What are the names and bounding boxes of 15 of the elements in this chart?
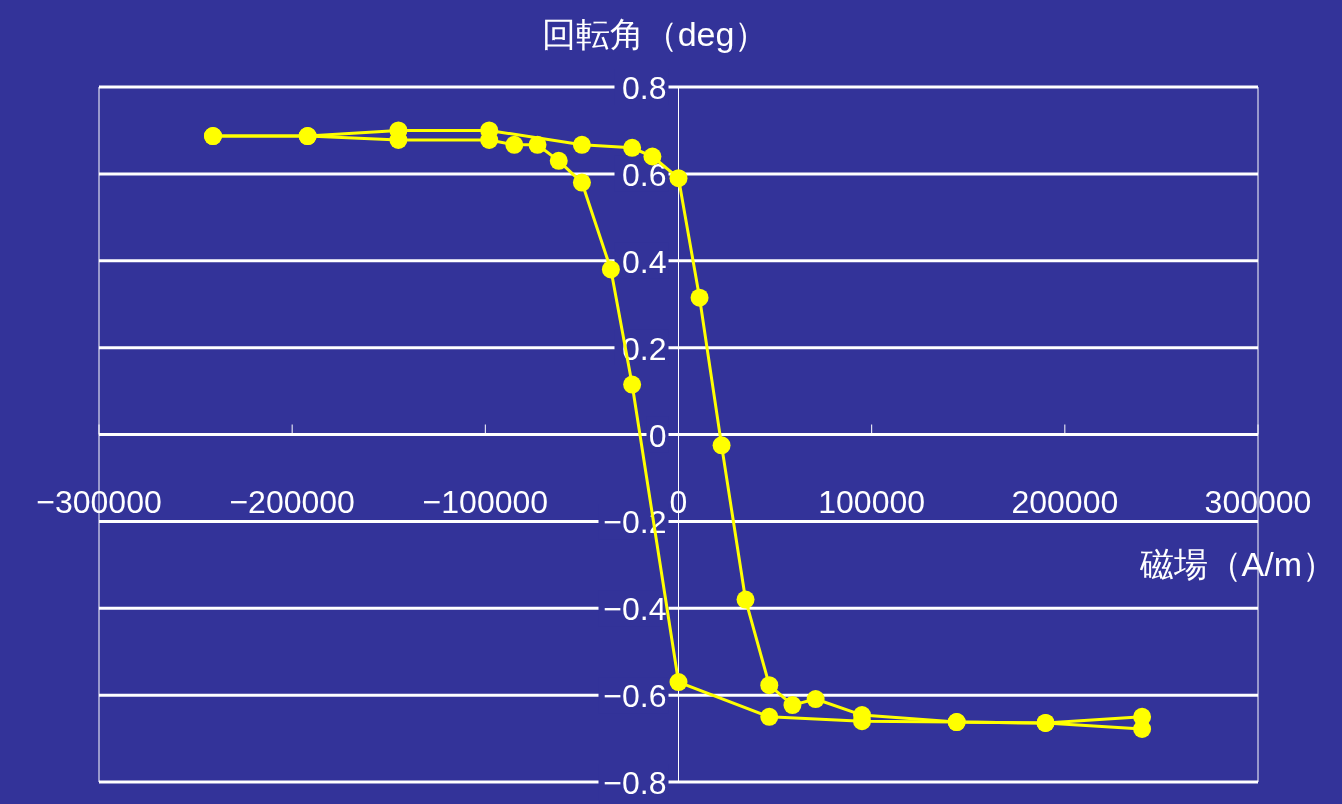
y-tick-label: −0.8 [603,765,667,801]
x-tick-label: 200000 [1011,483,1119,520]
y-tick-label: 0.6 [622,156,667,193]
x-tick-label: 100000 [818,483,926,520]
y-tick-label: 0.8 [622,70,667,106]
x-tick-label: −300000 [36,483,162,520]
x-tick-label: −200000 [229,483,355,520]
chart-title: 回転角（deg） [541,15,769,53]
y-tick-label: −0.4 [603,591,667,628]
x-tick-label: 300000 [1204,483,1312,520]
y-tick-label: 0.4 [622,243,667,280]
x-axis-title: 磁場（A/m） [1138,545,1336,583]
x-tick-label: −100000 [422,483,549,520]
y-tick-label: 0 [648,417,667,454]
y-tick-label: −0.6 [603,678,667,715]
